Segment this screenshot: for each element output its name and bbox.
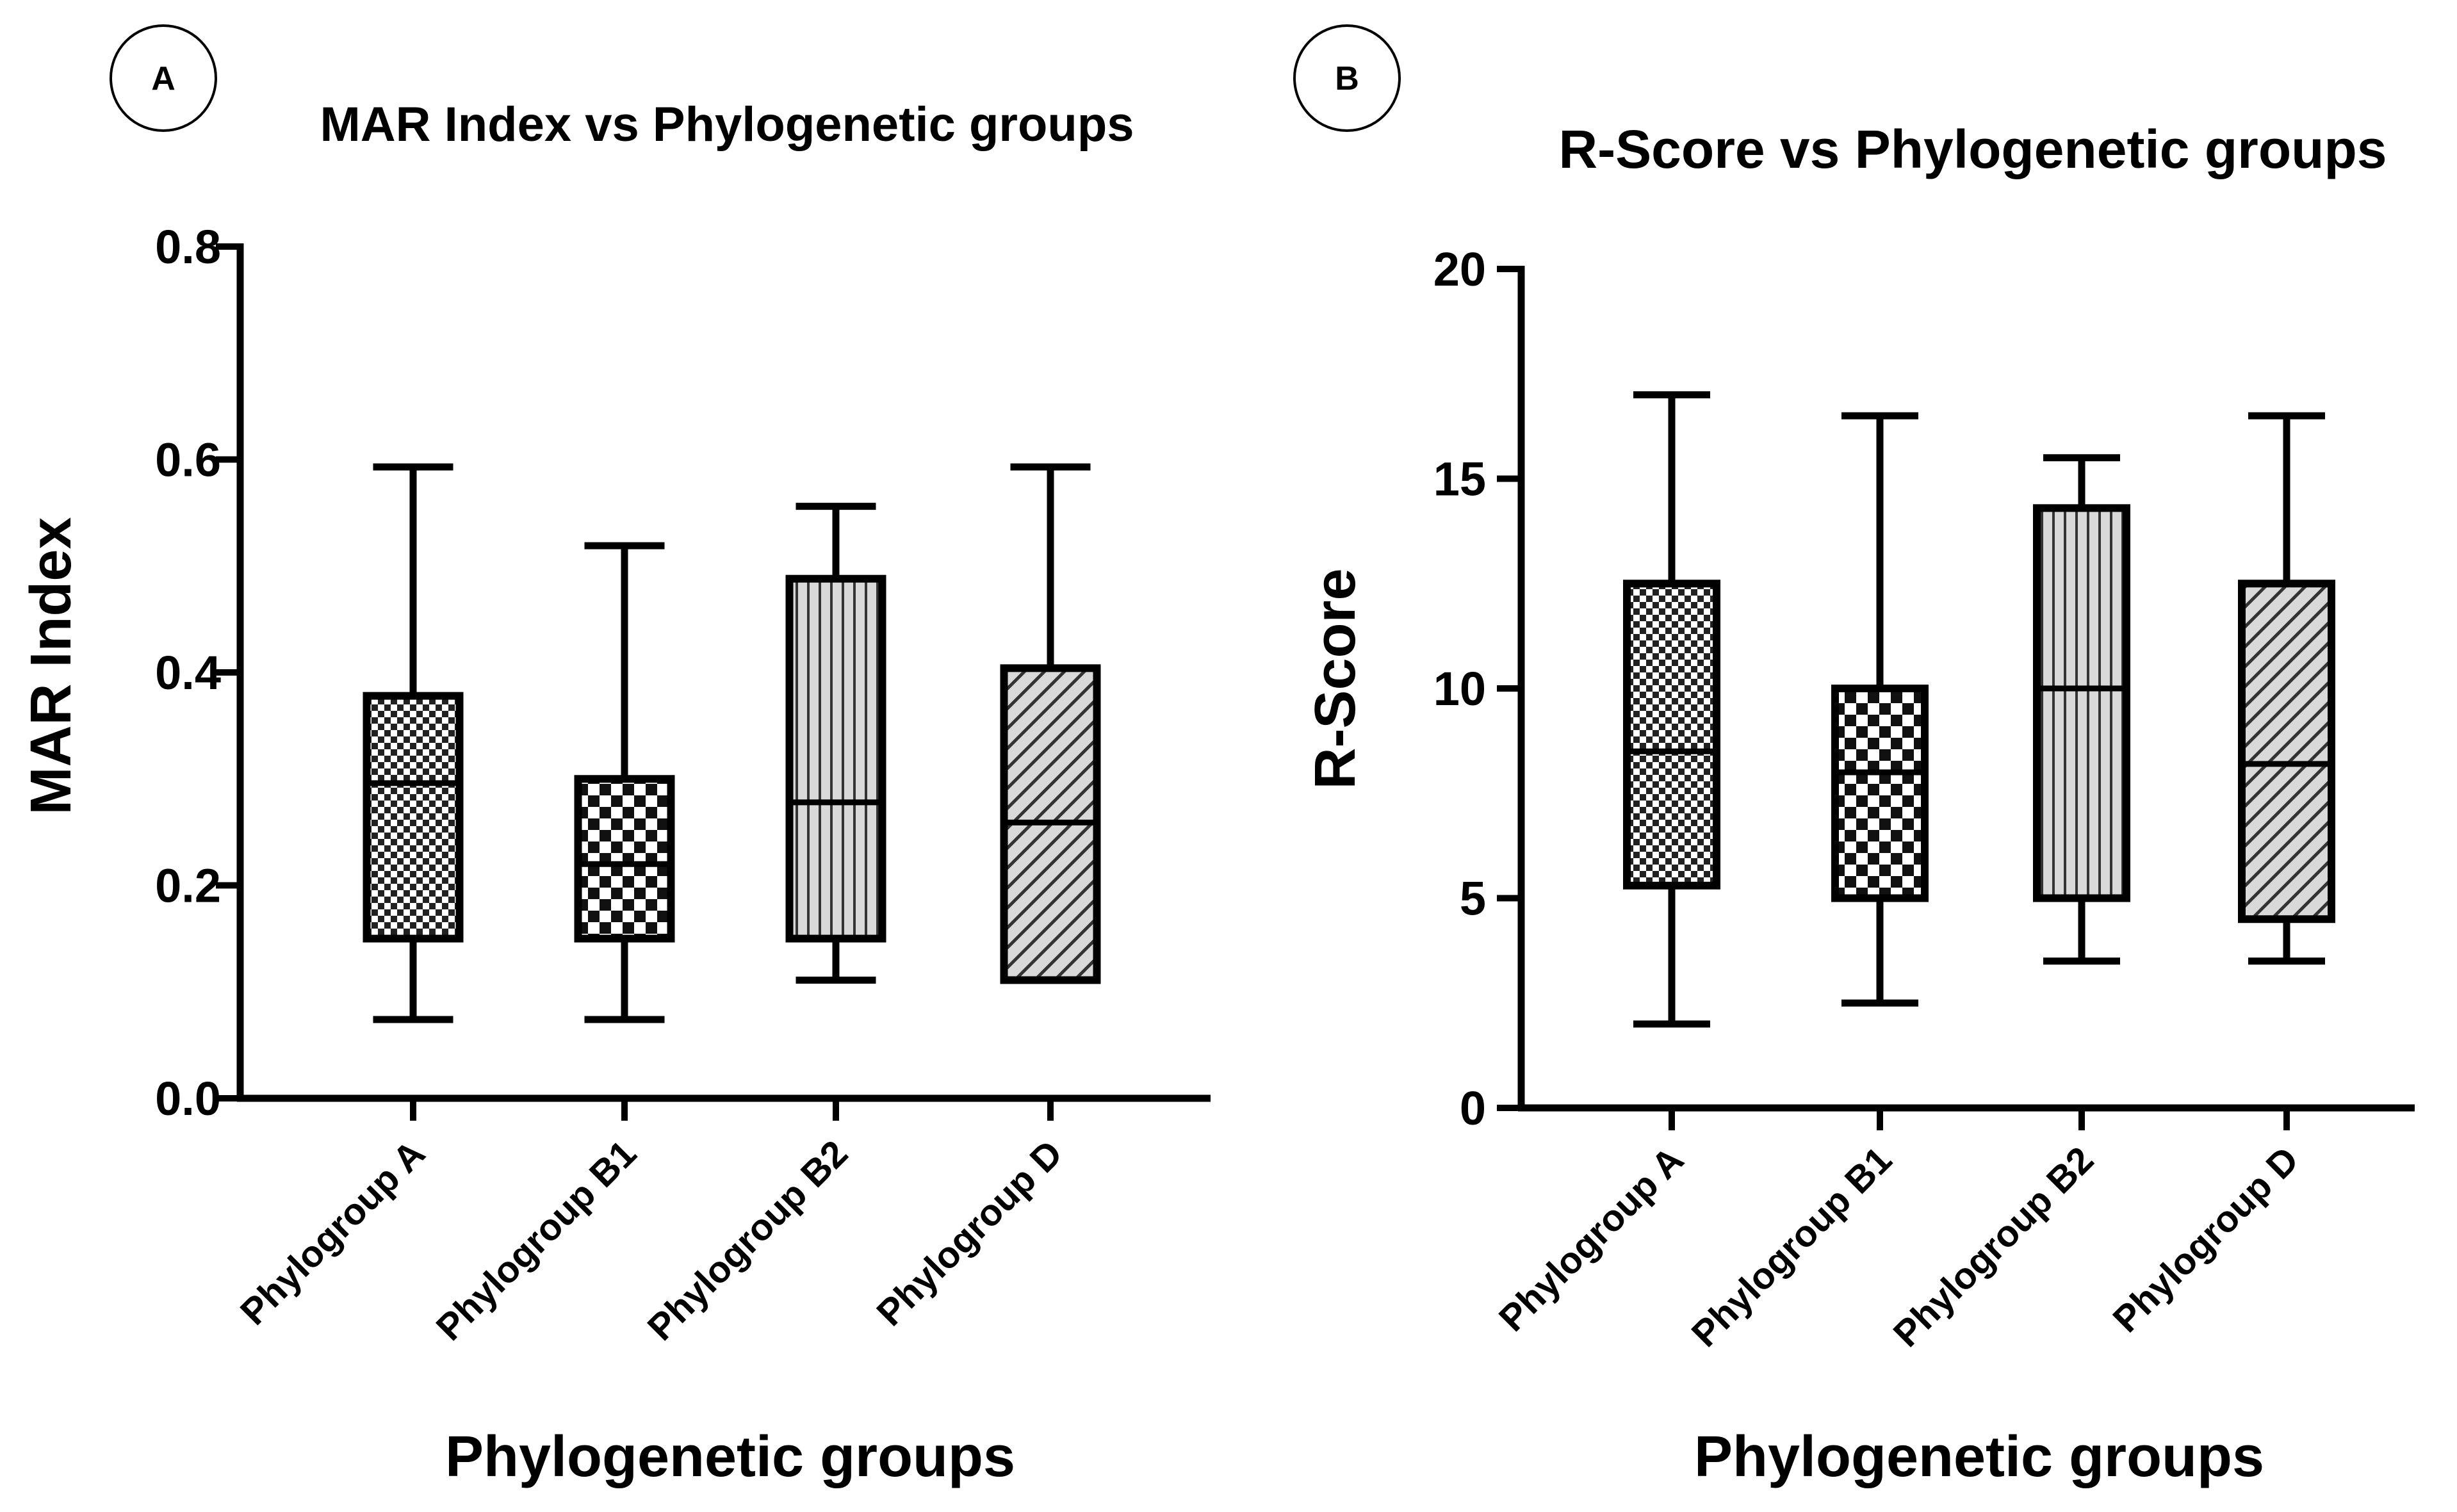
panel-b-phylogroup-b2-iqr-box — [2033, 504, 2130, 902]
panel-a-category-label: Phylogroup B1 — [429, 1132, 645, 1349]
panel-a-y-tick-label: 0.8 — [155, 220, 221, 273]
panel-a-y-tick-label: 0.2 — [155, 859, 221, 913]
panel-a-phylogroup-b1-box-plot — [574, 542, 675, 1121]
panel-a-y-ticks: 0.0 0.2 0.4 0.6 0.8 — [155, 220, 240, 1125]
panel-b-category-label: Phylogroup A — [1491, 1139, 1692, 1339]
panel-b-phylogroup-b1-iqr-box — [1831, 685, 1929, 902]
panel-b-badge — [1293, 24, 1401, 132]
panel-a-y-tick-label: 0.4 — [155, 646, 221, 699]
panel-a-phylogroup-b1-iqr-box — [574, 775, 675, 943]
panel-b-phylogroup-b1-box-plot — [1831, 412, 1929, 1130]
panel-a-phylogroup-b2-box-plot — [785, 503, 886, 1121]
panel-b-phylogroup-a-iqr-box — [1623, 580, 1720, 890]
panel-b-y-tick-label: 5 — [1460, 872, 1486, 925]
panel-b-y-tick-label: 15 — [1433, 453, 1486, 506]
panel-a-category-label: Phylogroup D — [869, 1132, 1070, 1334]
panel-a-phylogroup-b2-iqr-box — [785, 574, 886, 943]
panel-a-y-tick-label: 0.6 — [155, 434, 221, 487]
panel-b-x-axis-label: Phylogenetic groups — [1694, 1425, 2264, 1489]
panel-a-x-axis-label: Phylogenetic groups — [445, 1425, 1015, 1489]
panel-b-label: B — [1335, 60, 1359, 97]
panel-b-y-tick-label: 0 — [1460, 1082, 1486, 1135]
panel-b-title: R-Score vs Phylogenetic groups — [1559, 119, 2387, 179]
panel-b-category-label: Phylogroup B2 — [1886, 1139, 2102, 1355]
panel-a-category-label: Phylogroup B2 — [640, 1132, 856, 1349]
panel-b-y-ticks: 0 5 10 15 20 — [1433, 243, 1521, 1135]
panel-b-phylogroup-a-box-plot — [1623, 391, 1720, 1130]
panel-a-badge — [110, 24, 217, 132]
panel-a-y-axis-label: MAR Index — [19, 517, 83, 815]
panel-b: B R-Score vs Phylogenetic groups R-Score… — [1293, 24, 2415, 1489]
panel-a-category-label: Phylogroup A — [233, 1132, 433, 1333]
panel-a-label: A — [151, 60, 176, 97]
panel-b-phylogroup-d-iqr-box — [2238, 580, 2335, 923]
panel-b-boxes — [1623, 391, 2335, 1130]
panel-b-y-tick-label: 20 — [1433, 243, 1486, 296]
panel-b-y-axis-label: R-Score — [1303, 568, 1367, 789]
panel-a-phylogroup-d-box-plot — [1000, 463, 1101, 1121]
panel-b-y-tick-label: 10 — [1433, 662, 1486, 715]
panel-a-title: MAR Index vs Phylogenetic groups — [320, 97, 1134, 152]
panel-b-phylogroup-b2-box-plot — [2033, 454, 2130, 1130]
panel-b-category-label: Phylogroup D — [2105, 1139, 2306, 1340]
panel-b-category-label: Phylogroup B1 — [1684, 1139, 1900, 1355]
panel-a-y-tick-label: 0.0 — [155, 1072, 221, 1125]
panel-b-phylogroup-d-box-plot — [2238, 412, 2335, 1130]
panel-a-phylogroup-a-box-plot — [363, 463, 464, 1121]
panel-a-boxes — [363, 463, 1101, 1121]
panel-a-phylogroup-a-iqr-box — [363, 692, 464, 943]
panel-a: A MAR Index vs Phylogenetic groups MAR I… — [19, 24, 1211, 1489]
